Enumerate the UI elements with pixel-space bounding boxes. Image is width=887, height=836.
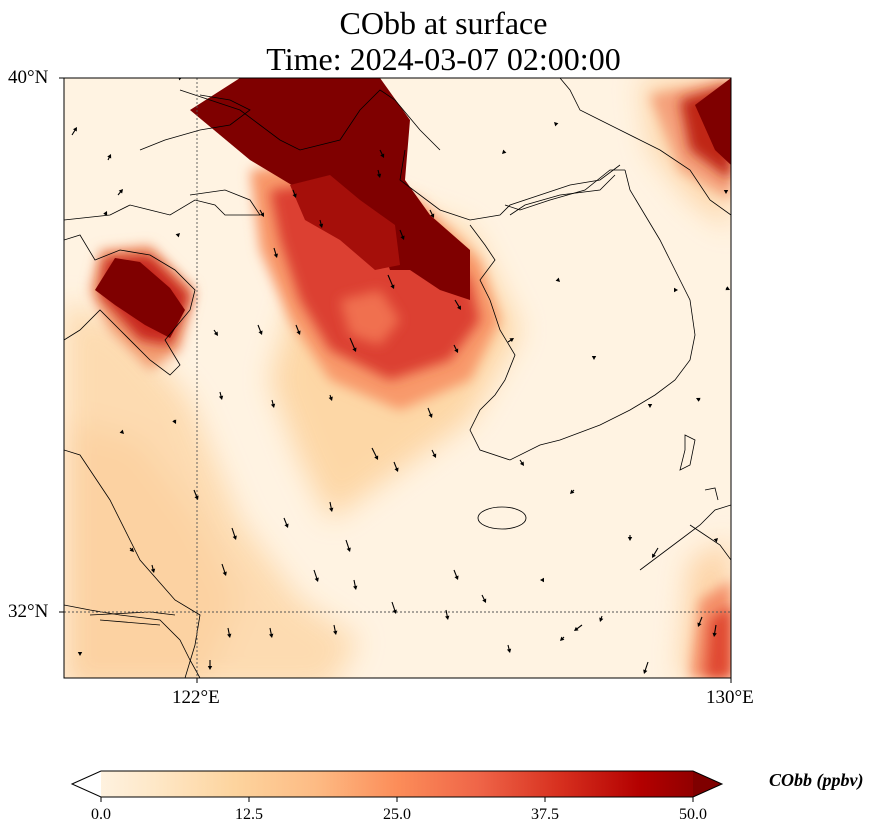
- wind-arrow-head: [574, 626, 579, 631]
- wind-arrow-head: [329, 507, 334, 512]
- wind-arrow-head: [222, 571, 227, 576]
- wind-arrow-head: [482, 598, 487, 603]
- wind-arrow-head: [394, 467, 399, 472]
- wind-arrow-head: [194, 495, 199, 500]
- wind-arrow-head: [218, 395, 224, 400]
- concentration-field: [64, 78, 731, 678]
- wind-arrow-head: [172, 419, 177, 424]
- wind-arrow-head: [318, 223, 324, 228]
- wind-arrow-head: [725, 286, 730, 291]
- colorbar-tick-0: 0.0: [91, 806, 111, 823]
- wind-arrow-head: [430, 213, 435, 218]
- wind-arrow-head: [647, 404, 653, 408]
- lat-label-32n: 32°N: [8, 601, 49, 622]
- wind-arrow-head: [712, 632, 717, 637]
- wind-arrow-head: [376, 173, 382, 178]
- wind-arrow-head: [599, 617, 604, 622]
- colorbar-label: CObb (ppbv): [769, 770, 864, 790]
- wind-arrow-head: [213, 331, 218, 336]
- wind-arrow-head: [284, 523, 289, 528]
- wind-arrow-head: [119, 429, 124, 434]
- lon-label-130e: 130°E: [706, 687, 754, 708]
- wind-arrow-head: [232, 535, 237, 540]
- wind-arrow-head: [314, 577, 319, 582]
- wind-arrow-head: [103, 211, 108, 216]
- wind-arrow-head: [506, 648, 512, 653]
- wind-arrow-head: [207, 666, 213, 670]
- wind-arrow-head: [713, 538, 718, 543]
- wind-arrow-head: [502, 149, 507, 154]
- wind-arrow-head: [554, 122, 559, 127]
- wind-arrow-head: [652, 553, 656, 558]
- wind-arrow-head: [540, 577, 544, 583]
- wind-arrow-head: [392, 609, 397, 614]
- axis-ticks: [59, 77, 732, 683]
- colorbar-tick-4: 50.0: [679, 806, 707, 823]
- wind-arrow-head: [175, 233, 180, 238]
- lon-label-122e: 122°E: [172, 687, 220, 708]
- wind-arrow-head: [227, 633, 232, 638]
- wind-arrow-head: [454, 348, 459, 353]
- wind-arrow-head: [432, 453, 437, 458]
- wind-arrow-head: [118, 189, 123, 194]
- wind-arrow-head: [77, 652, 83, 656]
- wind-arrow-head: [457, 305, 461, 310]
- wind-arrow-head: [570, 489, 575, 494]
- wind-arrow-head: [445, 615, 450, 620]
- wind-vectors: [71, 78, 730, 674]
- wind-arrow-head: [129, 547, 134, 552]
- wind-arrow-head: [273, 253, 278, 258]
- wind-arrow-head: [696, 397, 701, 402]
- wind-arrow-head: [519, 461, 524, 466]
- wind-arrow-head: [674, 287, 678, 293]
- wind-arrow-head: [627, 537, 633, 541]
- wind-arrow-head: [269, 633, 274, 638]
- wind-arrow-head: [454, 575, 459, 580]
- wind-arrow-head: [591, 356, 597, 360]
- wind-arrow-head: [555, 277, 560, 282]
- wind-arrow-head: [428, 413, 433, 418]
- map-frame: [63, 77, 732, 679]
- wind-arrow-shaft: [387, 274, 394, 288]
- map-title: CObb at surface: [339, 5, 548, 41]
- wind-arrow-head: [333, 630, 338, 635]
- colorbar-tick-2: 25.0: [383, 806, 411, 823]
- wind-arrow-head: [258, 330, 263, 335]
- colorbar-tick-1: 12.5: [235, 806, 263, 823]
- map-time: Time: 2024-03-07 02:00:00: [266, 41, 621, 77]
- wind-arrow-shaft: [349, 337, 356, 351]
- colorbar-tick-3: 37.5: [531, 806, 559, 823]
- wind-arrow-head: [643, 669, 648, 674]
- wind-arrow-head: [178, 78, 182, 81]
- wind-arrow-head: [296, 330, 301, 335]
- wind-arrow-head: [509, 338, 514, 343]
- wind-arrow-head: [73, 127, 77, 132]
- wind-arrow-head: [260, 212, 264, 217]
- gridlines: [64, 78, 731, 678]
- wind-arrow-head: [328, 396, 333, 401]
- wind-arrow-head: [292, 193, 297, 198]
- wind-arrow-head: [697, 622, 702, 627]
- wind-arrow-head: [150, 568, 156, 573]
- wind-arrow-head: [390, 284, 395, 289]
- wind-arrow-head: [352, 347, 357, 352]
- wind-arrow-head: [107, 154, 112, 159]
- wind-arrow-head: [380, 153, 385, 158]
- wind-arrow-head: [374, 455, 379, 460]
- lat-label-40n: 40°N: [8, 67, 49, 88]
- wind-arrow-head: [723, 190, 729, 194]
- wind-arrow-head: [353, 585, 358, 590]
- wind-arrow-head: [560, 636, 565, 641]
- wind-arrow-head: [400, 235, 405, 240]
- wind-arrow-head: [270, 403, 276, 408]
- wind-arrow-head: [346, 547, 351, 552]
